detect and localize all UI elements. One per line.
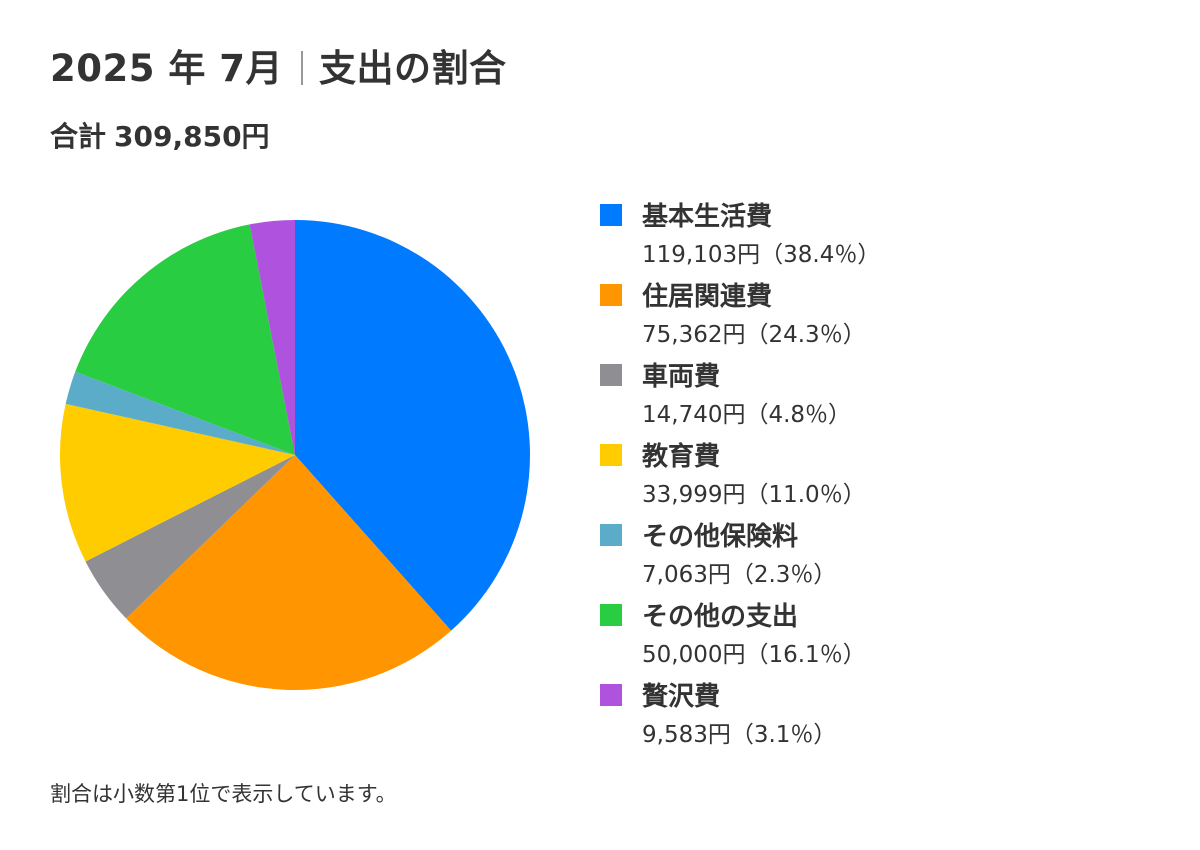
legend-label: 贅沢費: [642, 682, 721, 712]
legend-swatch: [600, 604, 622, 626]
legend-swatch: [600, 684, 622, 706]
legend-label: 基本生活費: [642, 202, 773, 232]
total-value: 309,850円: [114, 120, 270, 153]
legend-label: 車両費: [642, 362, 721, 392]
pie-slice: [85, 455, 295, 619]
legend-amount: 33,999円: [642, 482, 746, 508]
legend-label: 教育費: [642, 442, 721, 472]
legend-value: 119,103円（38.4％）: [642, 235, 880, 269]
pie-slice: [295, 220, 530, 631]
legend-percent: （16.1％）: [745, 642, 866, 668]
legend-amount: 50,000円: [642, 642, 746, 668]
pie-chart: [59, 220, 530, 690]
legend-amount: 75,362円: [642, 322, 746, 348]
legend-value: 33,999円（11.0％）: [642, 475, 866, 509]
legend-value: 14,740円（4.8％）: [642, 395, 851, 429]
legend-label: その他保険料: [642, 522, 799, 552]
legend-percent: （4.8％）: [745, 402, 852, 428]
pie-slice: [65, 371, 295, 455]
legend-swatch: [600, 444, 622, 466]
legend-swatch: [600, 524, 622, 546]
legend-amount: 9,583円: [642, 722, 731, 748]
title-month: 2025 年 7月: [50, 47, 283, 90]
footnote: 割合は小数第1位で表示しています。: [50, 782, 397, 806]
legend-value: 7,063円（2.3％）: [642, 555, 836, 589]
legend-swatch: [600, 284, 622, 306]
title-separator: [301, 51, 303, 85]
legend-amount: 7,063円: [642, 562, 731, 588]
legend-percent: （38.4％）: [760, 242, 881, 268]
legend-label: その他の支出: [642, 602, 799, 632]
pie-slice: [75, 224, 295, 455]
legend-value: 75,362円（24.3％）: [642, 315, 866, 349]
legend-value: 9,583円（3.1％）: [642, 715, 836, 749]
chart-title: 2025 年 7月 支出の割合: [50, 38, 507, 92]
legend-percent: （24.3％）: [745, 322, 866, 348]
title-subject: 支出の割合: [319, 47, 507, 90]
legend-percent: （2.3％）: [730, 562, 837, 588]
pie-slice: [126, 455, 452, 690]
legend-swatch: [600, 204, 622, 226]
legend-percent: （11.0％）: [745, 482, 866, 508]
legend-percent: （3.1％）: [730, 722, 837, 748]
legend-amount: 119,103円: [642, 242, 761, 268]
pie-slice: [249, 220, 295, 455]
legend-swatch: [600, 364, 622, 386]
legend-value: 50,000円（16.1％）: [642, 635, 866, 669]
legend-label: 住居関連費: [642, 282, 773, 312]
chart-subtitle: 合計 309,850円: [50, 115, 270, 155]
total-label: 合計: [50, 120, 107, 153]
pie-slice: [59, 403, 296, 562]
legend-amount: 14,740円: [642, 402, 746, 428]
